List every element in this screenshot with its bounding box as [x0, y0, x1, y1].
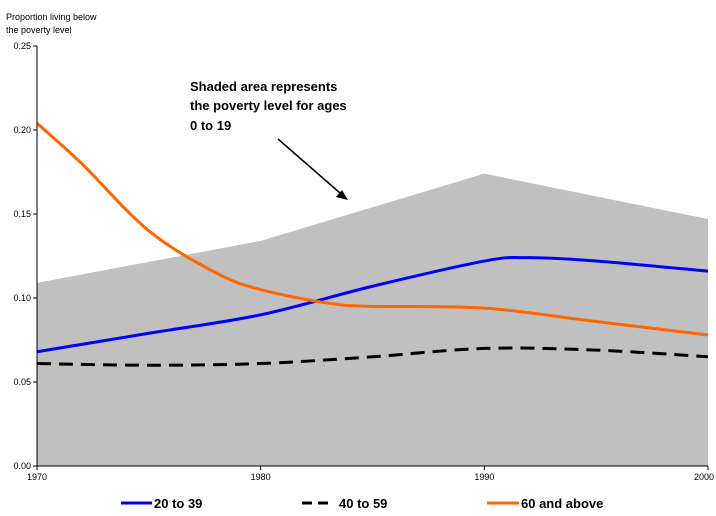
series-line-60-and-above	[35, 122, 709, 337]
y-tick-label: 0.10	[13, 293, 31, 303]
annotation-line-2: the poverty level for ages	[190, 98, 347, 113]
legend-label-60-and-above: 60 and above	[521, 496, 603, 511]
x-tick-label: 1980	[251, 472, 271, 482]
y-tick-label: 0.05	[13, 377, 31, 387]
annotation-line-3: 0 to 19	[190, 118, 231, 133]
series-line-20-to-39	[36, 255, 709, 354]
annotation-arrow-shaft	[277, 138, 341, 194]
x-tick-label: 2000	[694, 472, 714, 482]
plot-area	[35, 122, 709, 466]
y-axis-title-line-1: Proportion living below	[6, 12, 97, 22]
annotation-arrow-head	[336, 190, 348, 200]
annotation-line-1: Shaded area represents	[190, 79, 337, 94]
legend-label-20-to-39: 20 to 39	[154, 496, 202, 511]
y-tick-label: 0.00	[13, 461, 31, 471]
y-tick-label: 0.15	[13, 209, 31, 219]
series-line-40-to-59	[36, 346, 709, 367]
y-tick-label: 0.25	[13, 41, 31, 51]
legend-label-40-to-59: 40 to 59	[339, 496, 387, 511]
y-tick-label: 0.20	[13, 125, 31, 135]
shaded-area	[37, 173, 708, 466]
x-tick-label: 1970	[27, 472, 47, 482]
y-axis-ticks: 0.00 0.05 0.10 0.15 0.20 0.25	[13, 41, 37, 471]
annotation: Shaded area represents the poverty level…	[190, 79, 348, 200]
x-axis-ticks: 1970 1980 1990 2000	[27, 466, 714, 482]
y-axis-title-line-2: the poverty level	[6, 25, 72, 35]
legend: 20 to 39 40 to 59 60 and above	[121, 496, 603, 511]
x-tick-label: 1990	[474, 472, 494, 482]
